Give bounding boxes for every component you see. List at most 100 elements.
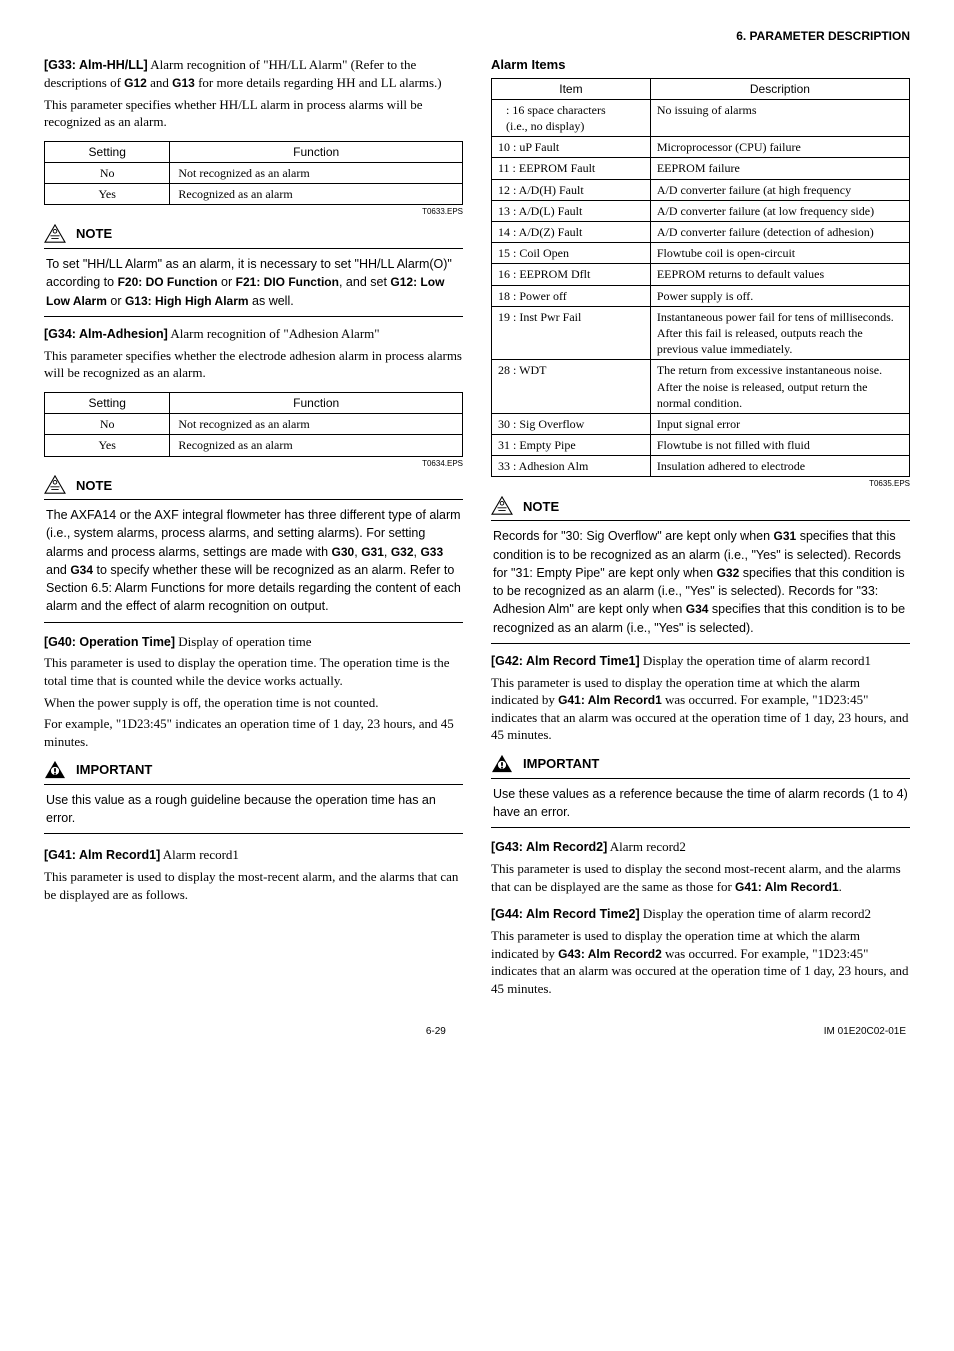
cell-item: : 16 space characters (i.e., no display) bbox=[492, 99, 651, 136]
cell-function: Not recognized as an alarm bbox=[170, 414, 463, 435]
table-row: : 16 space characters (i.e., no display)… bbox=[492, 99, 910, 136]
cell-item: 19 : Inst Pwr Fail bbox=[492, 306, 651, 360]
note1-mid: , and set bbox=[339, 275, 390, 289]
eps-label: T0635.EPS bbox=[491, 479, 910, 490]
g34-p2: This parameter specifies whether the ele… bbox=[44, 347, 463, 382]
g41-text: Alarm record1 bbox=[160, 847, 239, 862]
table-header-row: Setting Function bbox=[45, 392, 463, 413]
cell-item: 14 : A/D(Z) Fault bbox=[492, 222, 651, 243]
rule bbox=[44, 248, 463, 249]
table-row: 15 : Coil OpenFlowtube coil is open-circ… bbox=[492, 243, 910, 264]
g34-text: Alarm recognition of "Adhesion Alarm" bbox=[168, 326, 380, 341]
th-function: Function bbox=[170, 392, 463, 413]
table-header-row: Setting Function bbox=[45, 141, 463, 162]
page-footer: 6-29 IM 01E20C02-01E bbox=[44, 1025, 910, 1039]
table-row: 10 : uP FaultMicroprocessor (CPU) failur… bbox=[492, 137, 910, 158]
th-description: Description bbox=[650, 78, 909, 99]
note1-or1: or bbox=[218, 275, 236, 289]
rule bbox=[44, 833, 463, 834]
th-setting: Setting bbox=[45, 141, 170, 162]
g33-and: and bbox=[147, 75, 172, 90]
cell-desc: Input signal error bbox=[650, 413, 909, 434]
g42-g41: G41: Alm Record1 bbox=[558, 693, 662, 707]
note2-g31: G31 bbox=[361, 545, 384, 559]
g40-p3: When the power supply is off, the operat… bbox=[44, 694, 463, 712]
note-icon bbox=[44, 224, 66, 244]
g40-lead: [G40: Operation Time] Display of operati… bbox=[44, 633, 463, 651]
cell-item: 10 : uP Fault bbox=[492, 137, 651, 158]
rule bbox=[44, 499, 463, 500]
important-label: IMPORTANT bbox=[76, 761, 152, 779]
cell-desc: Insulation adhered to electrode bbox=[650, 456, 909, 477]
table-row: NoNot recognized as an alarm bbox=[45, 414, 463, 435]
note1-tail: as well. bbox=[249, 294, 294, 308]
table-row: YesRecognized as an alarm bbox=[45, 435, 463, 456]
cell-setting: Yes bbox=[45, 435, 170, 456]
cell-setting: No bbox=[45, 162, 170, 183]
table-row: 19 : Inst Pwr FailInstantaneous power fa… bbox=[492, 306, 910, 360]
imp1-body: Use this value as a rough guideline beca… bbox=[44, 791, 463, 827]
eps-label: T0634.EPS bbox=[44, 459, 463, 470]
g42-tag: [G42: Alm Record Time1] bbox=[491, 654, 640, 668]
note-header: NOTE bbox=[44, 475, 463, 495]
cell-desc: Flowtube coil is open-circuit bbox=[650, 243, 909, 264]
note2-g30: G30 bbox=[332, 545, 355, 559]
note3-g32: G32 bbox=[717, 566, 740, 580]
imp2-body: Use these values as a reference because … bbox=[491, 785, 910, 821]
g33-g13: G13 bbox=[172, 76, 195, 90]
cell-item: 12 : A/D(H) Fault bbox=[492, 179, 651, 200]
note-label: NOTE bbox=[76, 477, 112, 495]
cell-desc: Power supply is off. bbox=[650, 285, 909, 306]
page: 6. PARAMETER DESCRIPTION [G33: Alm-HH/LL… bbox=[44, 28, 910, 1039]
cell-desc: Instantaneous power fail for tens of mil… bbox=[650, 306, 909, 360]
note1-or2: or bbox=[107, 294, 125, 308]
doc-number: IM 01E20C02-01E bbox=[824, 1025, 906, 1039]
g40-text: Display of operation time bbox=[175, 634, 311, 649]
cell-item: 28 : WDT bbox=[492, 360, 651, 414]
note2-g34: G34 bbox=[70, 563, 93, 577]
g33-table: Setting Function NoNot recognized as an … bbox=[44, 141, 463, 206]
cell-desc: Flowtube is not filled with fluid bbox=[650, 435, 909, 456]
cell-setting: No bbox=[45, 414, 170, 435]
g44-lead: [G44: Alm Record Time2] Display the oper… bbox=[491, 905, 910, 923]
g44-g43: G43: Alm Record2 bbox=[558, 947, 662, 961]
important-icon bbox=[491, 754, 513, 774]
table-row: 30 : Sig OverflowInput signal error bbox=[492, 413, 910, 434]
g43-p: This parameter is used to display the se… bbox=[491, 860, 910, 895]
cell-desc: EEPROM failure bbox=[650, 158, 909, 179]
cell-desc: Microprocessor (CPU) failure bbox=[650, 137, 909, 158]
g34-lead: [G34: Alm-Adhesion] Alarm recognition of… bbox=[44, 325, 463, 343]
note3-g31: G31 bbox=[774, 529, 797, 543]
note3-a: Records for "30: Sig Overflow" are kept … bbox=[493, 529, 774, 543]
rule bbox=[44, 622, 463, 623]
note2-g33: G33 bbox=[420, 545, 443, 559]
note-icon bbox=[44, 475, 66, 495]
cell-item: 16 : EEPROM Dflt bbox=[492, 264, 651, 285]
g33-lead: [G33: Alm-HH/LL] Alarm recognition of "H… bbox=[44, 56, 463, 91]
note2-body: The AXFA14 or the AXF integral flowmeter… bbox=[44, 506, 463, 615]
right-column: Alarm Items Item Description : 16 space … bbox=[491, 56, 910, 1001]
rule bbox=[491, 643, 910, 644]
g41-lead: [G41: Alm Record1] Alarm record1 bbox=[44, 846, 463, 864]
cell-function: Recognized as an alarm bbox=[170, 184, 463, 205]
g43-lead: [G43: Alm Record2] Alarm record2 bbox=[491, 838, 910, 856]
table-row: 28 : WDTThe return from excessive instan… bbox=[492, 360, 910, 414]
and: and bbox=[46, 563, 70, 577]
g43-text: Alarm record2 bbox=[607, 839, 686, 854]
table-row: 14 : A/D(Z) FaultA/D converter failure (… bbox=[492, 222, 910, 243]
g33-p2: This parameter specifies whether HH/LL a… bbox=[44, 96, 463, 131]
g44-text: Display the operation time of alarm reco… bbox=[640, 906, 871, 921]
cell-desc: A/D converter failure (at high frequency bbox=[650, 179, 909, 200]
rule bbox=[491, 778, 910, 779]
note-icon bbox=[491, 496, 513, 516]
g42-text: Display the operation time of alarm reco… bbox=[640, 653, 871, 668]
g34-table: Setting Function NoNot recognized as an … bbox=[44, 392, 463, 457]
two-column-layout: [G33: Alm-HH/LL] Alarm recognition of "H… bbox=[44, 56, 910, 1001]
note3-g34: G34 bbox=[686, 602, 709, 616]
cell-item: 18 : Power off bbox=[492, 285, 651, 306]
g40-tag: [G40: Operation Time] bbox=[44, 635, 175, 649]
eps-label: T0633.EPS bbox=[44, 207, 463, 218]
table-row: 31 : Empty PipeFlowtube is not filled wi… bbox=[492, 435, 910, 456]
cell-function: Not recognized as an alarm bbox=[170, 162, 463, 183]
cell-setting: Yes bbox=[45, 184, 170, 205]
